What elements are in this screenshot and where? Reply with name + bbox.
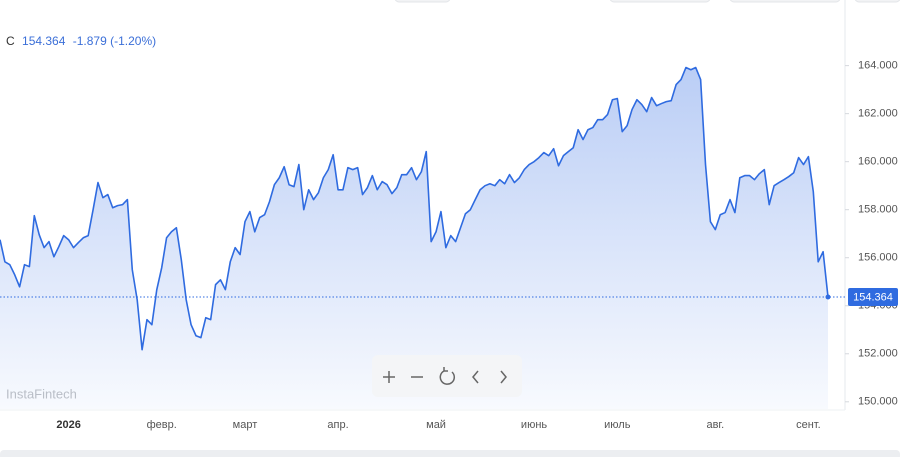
toolbar-button[interactable] (729, 0, 841, 3)
y-tick-label: 158.000 (858, 204, 898, 216)
toolbar-button[interactable] (394, 0, 451, 3)
x-tick-label: июнь (521, 419, 547, 431)
y-tick-label: 164.000 (858, 60, 898, 72)
last-price-label: 154.364 (853, 291, 893, 303)
scroll-right-button[interactable] (500, 370, 507, 384)
last-point (825, 294, 831, 300)
x-tick-label: сент. (796, 419, 821, 431)
y-tick-label: 162.000 (858, 108, 898, 120)
y-tick-label: 150.000 (858, 396, 898, 408)
last-price: 154.364 (22, 34, 66, 48)
price-change: -1.879 (-1.20%) (73, 34, 156, 48)
controls-panel (372, 355, 522, 397)
y-tick-label: 152.000 (858, 348, 898, 360)
scroll-left-button[interactable] (472, 370, 479, 384)
watermark: InstaFintech (6, 386, 77, 401)
x-tick-label: апр. (327, 419, 348, 431)
x-tick-label: авг. (706, 419, 724, 431)
plot-area (0, 66, 845, 409)
quote-header: C 154.364 -1.879 (-1.20%) (6, 34, 156, 48)
price-line (0, 66, 829, 351)
toolbar-button[interactable] (854, 0, 900, 3)
symbol: C (6, 34, 15, 48)
x-tick-label: июль (604, 419, 631, 431)
x-tick-label: 2026 (56, 419, 80, 431)
y-tick-label: 160.000 (858, 156, 898, 168)
y-tick-label: 156.000 (858, 252, 898, 264)
zoom-controls (372, 355, 522, 397)
bottom-bar (0, 450, 900, 457)
x-tick-label: март (233, 419, 258, 431)
x-tick-label: февр. (147, 419, 177, 431)
toolbar-button[interactable] (609, 0, 711, 3)
reset-button[interactable] (439, 367, 456, 385)
last-price-tag (848, 288, 898, 307)
x-tick-label: май (426, 419, 446, 431)
zoom-in-button[interactable] (383, 371, 395, 383)
area-fill (0, 67, 828, 409)
